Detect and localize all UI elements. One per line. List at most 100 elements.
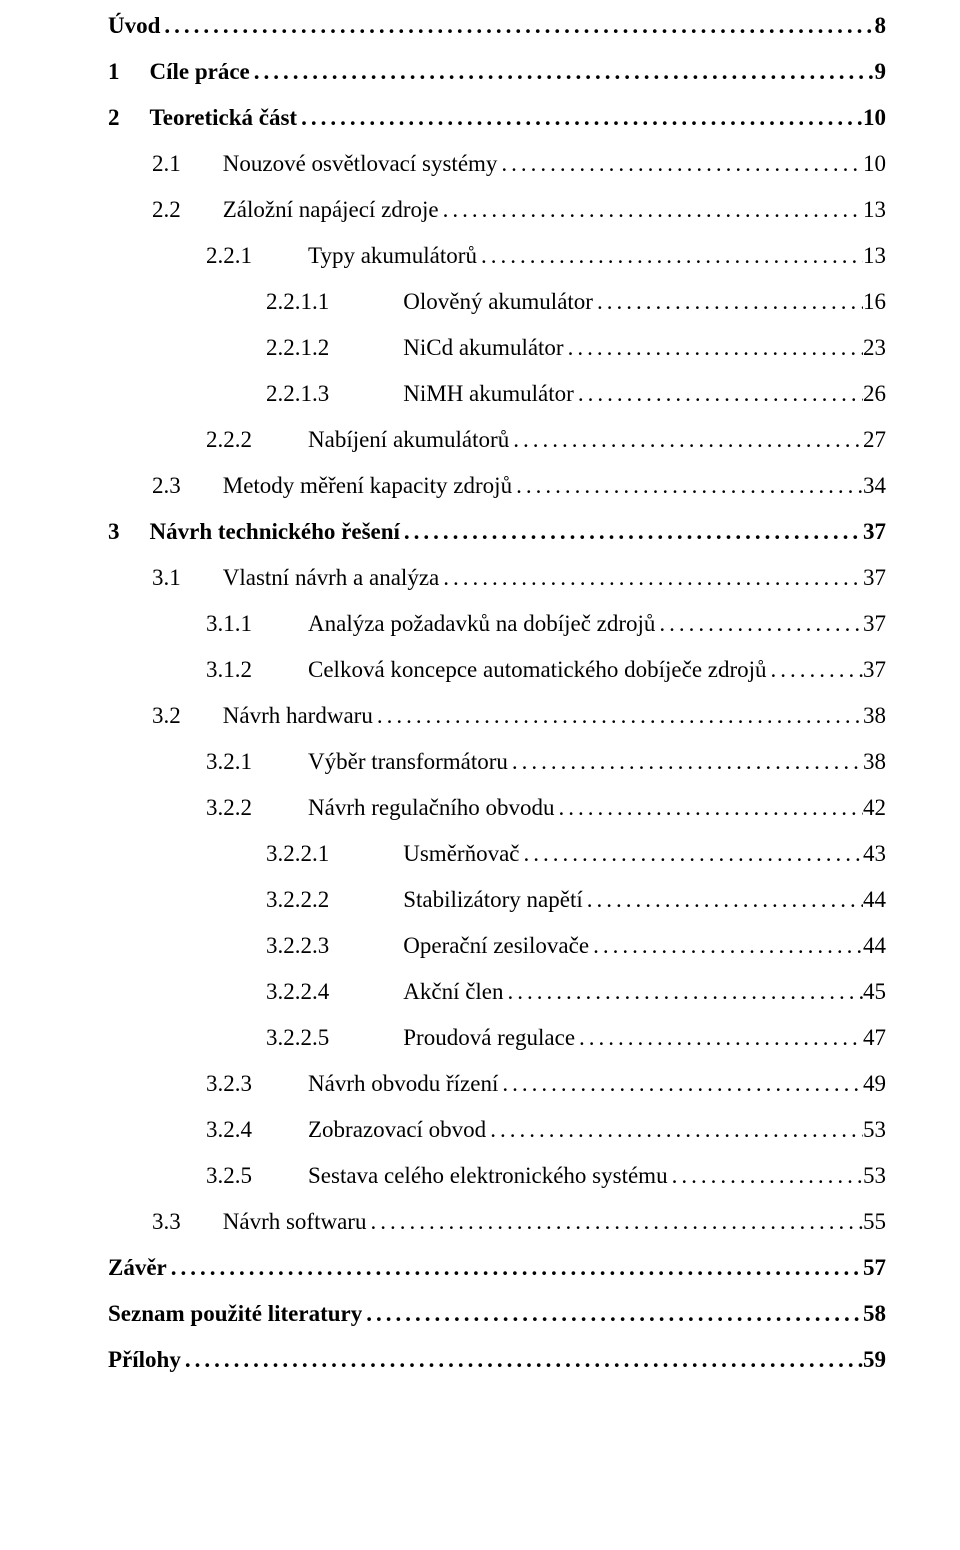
toc-entry-page: 23 — [863, 336, 886, 359]
toc-entry-number: 3.3 — [152, 1209, 181, 1234]
toc-entry: 3.2.2.4Akční člen.......................… — [108, 980, 886, 1003]
toc-entry-label: 3.2Návrh hardwaru — [152, 704, 373, 727]
toc-entry-label: 3.2.2.1Usměrňovač — [266, 842, 520, 865]
toc-entry-label: 2.2.1.3NiMH akumulátor — [266, 382, 574, 405]
toc-entry-page: 55 — [863, 1210, 886, 1233]
toc-entry-title: Cíle práce — [150, 59, 250, 84]
toc-entry-title: Usměrňovač — [403, 841, 519, 866]
toc-entry-label: 3.2.5Sestava celého elektronického systé… — [206, 1164, 668, 1187]
toc-entry-number: 3.1.2 — [206, 657, 252, 682]
toc-entry-title: Teoretická část — [150, 105, 298, 130]
toc-entry-leader: ........................................… — [512, 474, 863, 497]
toc-entry-leader: ........................................… — [564, 336, 863, 359]
toc-entry: 2.2.2Nabíjení akumulátorů...............… — [108, 428, 886, 451]
toc-entry-title: Seznam použité literatury — [108, 1301, 362, 1326]
toc-entry-label: 1 Cíle práce — [108, 60, 250, 83]
toc-entry-page: 53 — [863, 1118, 886, 1141]
toc-entry: 2.2.1Typy akumulátorů...................… — [108, 244, 886, 267]
toc-entry-number: 3.2.2 — [206, 795, 252, 820]
toc-entry-number: 3.1 — [152, 565, 181, 590]
toc-entry-page: 57 — [863, 1256, 886, 1279]
toc-entry-label: 2.2.2Nabíjení akumulátorů — [206, 428, 509, 451]
toc-entry: 3.1.2Celková koncepce automatického dobí… — [108, 658, 886, 681]
toc-entry-page: 38 — [863, 704, 886, 727]
toc-entry-title: Přílohy — [108, 1347, 181, 1372]
toc-entry-page: 37 — [863, 612, 886, 635]
toc-entry-label: 3Návrh technického řešení — [108, 520, 400, 543]
toc-entry-title: Zobrazovací obvod — [308, 1117, 486, 1142]
toc-entry-page: 13 — [863, 198, 886, 221]
toc-entry-title: Typy akumulátorů — [308, 243, 477, 268]
toc-entry-page: 16 — [863, 290, 886, 313]
toc-entry-number: 2.2.1.1 — [266, 289, 329, 314]
toc-entry-leader: ........................................… — [504, 980, 863, 1003]
toc-entry-number: 2.1 — [152, 151, 181, 176]
toc-entry-leader: ........................................… — [508, 750, 863, 773]
toc-entry-title: Záložní napájecí zdroje — [223, 197, 439, 222]
toc-entry-title: Sestava celého elektronického systému — [308, 1163, 668, 1188]
toc-entry-title: NiMH akumulátor — [403, 381, 574, 406]
toc-entry-title: Metody měření kapacity zdrojů — [223, 473, 512, 498]
toc-entry-label: 3.2.4 Zobrazovací obvod — [206, 1118, 486, 1141]
toc-entry-number: 3.2.4 — [206, 1117, 252, 1142]
toc-entry-page: 10 — [863, 106, 886, 129]
toc-entry-page: 43 — [863, 842, 886, 865]
toc-entry: 2.2.1.2NiCd akumulátor..................… — [108, 336, 886, 359]
toc-entry: 3.2.4 Zobrazovací obvod..................… — [108, 1118, 886, 1141]
toc-entry-leader: ........................................… — [373, 704, 863, 727]
toc-entry-label: Závěr — [108, 1256, 167, 1279]
toc-entry-leader: ........................................… — [362, 1302, 863, 1325]
toc-entry-page: 10 — [863, 152, 886, 175]
toc-entry-leader: ........................................… — [167, 1256, 863, 1279]
toc-entry: Závěr...................................… — [108, 1256, 886, 1279]
toc-entry: 3.2.2Návrh regulačního obvodu...........… — [108, 796, 886, 819]
toc-entry-title: Úvod — [108, 13, 160, 38]
toc-entry-title: Návrh technického řešení — [150, 519, 400, 544]
toc-entry-label: 3.2.2 Návrh regulačního obvodu — [206, 796, 555, 819]
toc-entry-leader: ........................................… — [439, 198, 863, 221]
toc-entry-number: 2.3 — [152, 473, 181, 498]
toc-entry-number: 2.2.2 — [206, 427, 252, 452]
toc-entry: 3.2.2.1Usměrňovač.......................… — [108, 842, 886, 865]
toc-entry-title: Návrh softwaru — [223, 1209, 367, 1234]
toc-entry-title: Akční člen — [403, 979, 503, 1004]
toc-entry: 2.2.1.3NiMH akumulátor..................… — [108, 382, 886, 405]
toc-entry-page: 27 — [863, 428, 886, 451]
toc-entry-leader: ........................................… — [668, 1164, 863, 1187]
toc-entry: 3.1.1Analýza požadavků na dobíječ zdrojů… — [108, 612, 886, 635]
toc-entry-page: 53 — [863, 1164, 886, 1187]
toc-entry-label: 2.2.1Typy akumulátorů — [206, 244, 477, 267]
toc-entry-leader: ........................................… — [297, 106, 863, 129]
toc-entry-page: 37 — [863, 566, 886, 589]
toc-entry: 1 Cíle práce.............................… — [108, 60, 886, 83]
toc-entry-title: Analýza požadavků na dobíječ zdrojů — [308, 611, 655, 636]
toc-page: Úvod....................................… — [0, 0, 960, 1550]
toc-entry-page: 13 — [863, 244, 886, 267]
toc-entry-leader: ........................................… — [486, 1118, 863, 1141]
toc-entry: 3.2Návrh hardwaru.......................… — [108, 704, 886, 727]
toc-entry-leader: ........................................… — [520, 842, 864, 865]
toc-entry: 2.1Nouzové osvětlovací systémy..........… — [108, 152, 886, 175]
toc-entry-number: 2.2 — [152, 197, 181, 222]
toc-entry-page: 37 — [863, 658, 886, 681]
toc-entry-title: Proudová regulace — [403, 1025, 575, 1050]
toc-entry-number: 3.2.2.3 — [266, 933, 329, 958]
toc-entry: Úvod....................................… — [108, 14, 886, 37]
toc-entry-leader: ........................................… — [509, 428, 863, 451]
toc-entry-title: Olověný akumulátor — [403, 289, 593, 314]
toc-entry-label: 3.2.1Výběr transformátoru — [206, 750, 508, 773]
toc-entry-title: Návrh regulačního obvodu — [308, 795, 555, 820]
toc-entry-number: 3.2.2.5 — [266, 1025, 329, 1050]
toc-entry-page: 45 — [863, 980, 886, 1003]
toc-entry-leader: ........................................… — [593, 290, 863, 313]
toc-entry-title: Operační zesilovače — [403, 933, 589, 958]
toc-entry: 3.2.5Sestava celého elektronického systé… — [108, 1164, 886, 1187]
toc-entry: 2 Teoretická část........................… — [108, 106, 886, 129]
toc-entry-number: 2 — [108, 105, 120, 130]
toc-entry-number: 1 — [108, 59, 120, 84]
toc-entry-title: Závěr — [108, 1255, 167, 1280]
toc-entry-number: 2.2.1.2 — [266, 335, 329, 360]
toc-entry-label: Úvod — [108, 14, 160, 37]
toc-entry-leader: ........................................… — [250, 60, 875, 83]
toc-entry-number: 3.2.2.2 — [266, 887, 329, 912]
